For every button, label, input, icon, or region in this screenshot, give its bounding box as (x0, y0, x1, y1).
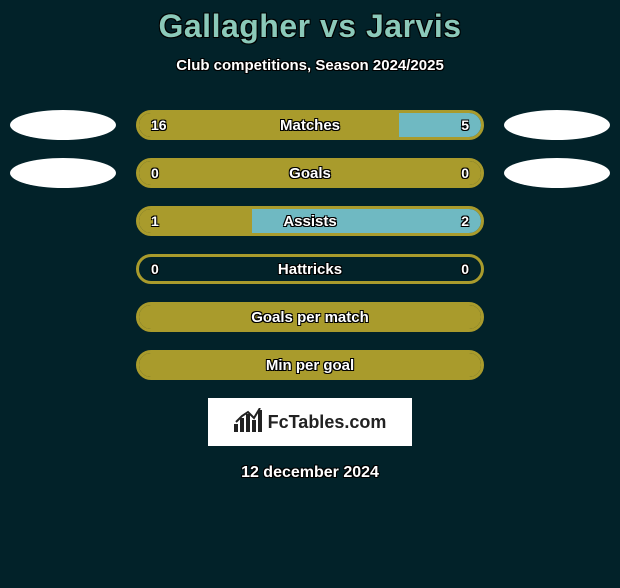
comparison-rows: 165Matches 00Goals 12Assists 00Hattricks Goa… (0, 110, 620, 380)
logo-box: FcTables.com (208, 398, 412, 446)
metric-label: Goals per match (139, 309, 481, 326)
metric-bar: 12Assists (136, 206, 484, 236)
player-left-oval (10, 158, 116, 188)
metric-row: Goals per match (0, 302, 620, 332)
logo-text: FcTables.com (268, 412, 387, 433)
page-subtitle: Club competitions, Season 2024/2025 (0, 57, 620, 74)
metric-row: 00Hattricks (0, 254, 620, 284)
metric-label: Hattricks (139, 261, 481, 278)
player-left-oval (10, 110, 116, 140)
metric-bar: 00Goals (136, 158, 484, 188)
player-right-oval (504, 158, 610, 188)
metric-row: 165Matches (0, 110, 620, 140)
metric-bar: 00Hattricks (136, 254, 484, 284)
metric-label: Assists (139, 213, 481, 230)
metric-label: Min per goal (139, 357, 481, 374)
page-title: Gallagher vs Jarvis (0, 8, 620, 45)
metric-label: Matches (139, 117, 481, 134)
metric-row: Min per goal (0, 350, 620, 380)
metric-label: Goals (139, 165, 481, 182)
logo-chart-icon (234, 408, 262, 437)
metric-bar: Goals per match (136, 302, 484, 332)
metric-row: 12Assists (0, 206, 620, 236)
player-right-oval (504, 110, 610, 140)
metric-row: 00Goals (0, 158, 620, 188)
metric-bar: Min per goal (136, 350, 484, 380)
metric-bar: 165Matches (136, 110, 484, 140)
date-label: 12 december 2024 (0, 464, 620, 482)
